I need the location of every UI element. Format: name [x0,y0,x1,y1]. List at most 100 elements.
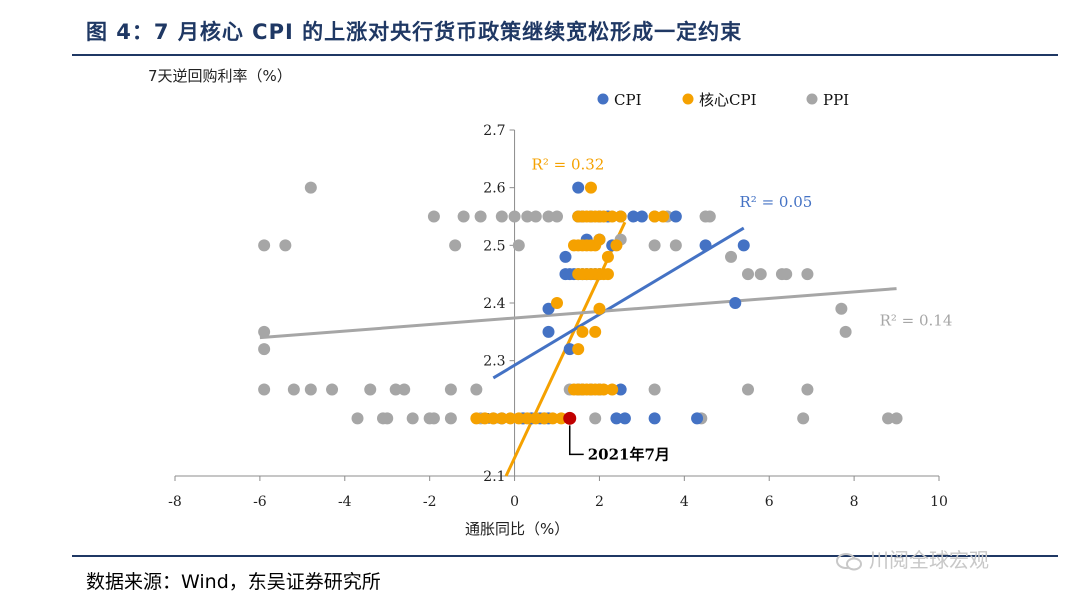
data-point-ppi [258,239,271,252]
data-point-ppi [258,343,271,356]
bottom-divider [72,555,1058,557]
data-point-cpi [614,383,627,396]
data-point-ppi [797,412,810,425]
data-point-core [601,250,614,263]
x-tick-label: 10 [930,494,948,510]
data-point-ppi [542,210,555,223]
data-point-ppi [725,250,738,263]
data-point-ppi [529,210,542,223]
data-point-ppi [589,412,602,425]
top-divider [72,54,1058,56]
x-tick-label: -8 [168,494,182,510]
data-point-core [593,302,606,315]
data-point-core [614,210,627,223]
data-point-ppi [754,268,767,281]
data-point-ppi [389,383,402,396]
data-point-core [538,412,551,425]
data-point-ppi [427,412,440,425]
r2-label-core: R² = 0.32 [532,156,605,174]
x-tick-label: 6 [765,494,774,510]
highlight-point [563,411,577,425]
legend-label-core: 核心CPI [699,91,757,109]
data-point-core [470,412,483,425]
data-point-ppi [351,412,364,425]
data-point-core [657,210,670,223]
x-tick-label: 2 [595,494,604,510]
x-tick-label: 8 [850,494,859,510]
data-point-core [529,412,542,425]
data-point-core [648,210,661,223]
data-point-ppi [801,383,814,396]
data-point-ppi [801,268,814,281]
data-point-cpi [572,181,585,194]
r2-label-ppi: R² = 0.14 [880,311,953,329]
data-point-core [478,412,491,425]
data-point-ppi [742,383,754,396]
data-point-core [589,325,602,338]
figure-title: 图 4：7 月核心 CPI 的上涨对央行货币政策继续宽松形成一定约束 [86,20,743,44]
data-point-core [606,383,619,396]
data-point-ppi [648,239,661,252]
data-point-cpi [669,210,682,223]
x-tick-label: -2 [423,494,437,510]
data-point-core [512,412,525,425]
data-point-ppi [427,210,440,223]
data-point-cpi [737,239,750,252]
y-tick-label: 2.7 [483,123,505,139]
data-point-cpi [691,412,704,425]
data-point-ppi [279,239,292,252]
y-tick-label: 2.1 [483,469,505,485]
data-point-ppi [669,239,682,252]
data-points [258,181,903,425]
data-point-cpi [542,302,555,315]
legend: CPI 核心CPI PPI [597,91,849,109]
highlight-label: 2021年7月 [588,445,670,463]
y-axis-label: 7天逆回购利率（%） [148,67,292,85]
y-tick-label: 2.5 [483,238,505,254]
x-tick-label: -6 [253,494,267,510]
legend-label-ppi: PPI [823,91,849,109]
data-point-core [593,233,606,246]
data-point-core [576,325,589,338]
data-point-core [606,210,619,223]
data-point-ppi [398,383,411,396]
data-point-ppi [508,210,521,223]
data-point-ppi [835,302,848,315]
data-point-ppi [551,210,563,223]
data-point-ppi [780,268,793,281]
data-point-ppi [406,412,419,425]
data-point-core [597,383,610,396]
scatter-chart: 7天逆回购利率（%） 通胀同比（%） CPI 核心CPI PPI -8 -6 -4 -2 0… [148,67,953,538]
data-point-cpi [542,325,555,338]
trendline-cpi [492,226,745,380]
data-point-core [487,412,500,425]
highlight-leader-line [568,425,584,456]
data-point-ppi [304,181,317,194]
data-point-ppi [474,210,487,223]
data-point-ppi [882,412,895,425]
data-point-ppi [648,383,661,396]
data-point-core [504,412,517,425]
trendline-ppi [259,287,897,340]
data-point-core [572,343,585,356]
data-point-ppi [521,210,534,223]
data-point-ppi [890,412,903,425]
data-point-ppi [742,268,754,281]
data-point-ppi [364,383,377,396]
data-point-cpi [618,412,631,425]
data-point-ppi [444,383,457,396]
data-point-core [495,412,508,425]
data-point-ppi [703,210,716,223]
legend-marker-ppi [806,93,818,105]
y-tick-label: 2.6 [483,181,505,197]
data-point-cpi [563,343,576,356]
data-point-core [597,210,610,223]
data-point-ppi [381,412,394,425]
data-point-ppi [449,239,462,252]
data-point-ppi [258,325,271,338]
data-point-ppi [326,383,339,396]
data-point-ppi [839,325,852,338]
watermark-text: 川阅全球宏观 [869,548,989,572]
source-note: 数据来源：Wind，东吴证券研究所 [86,571,381,593]
